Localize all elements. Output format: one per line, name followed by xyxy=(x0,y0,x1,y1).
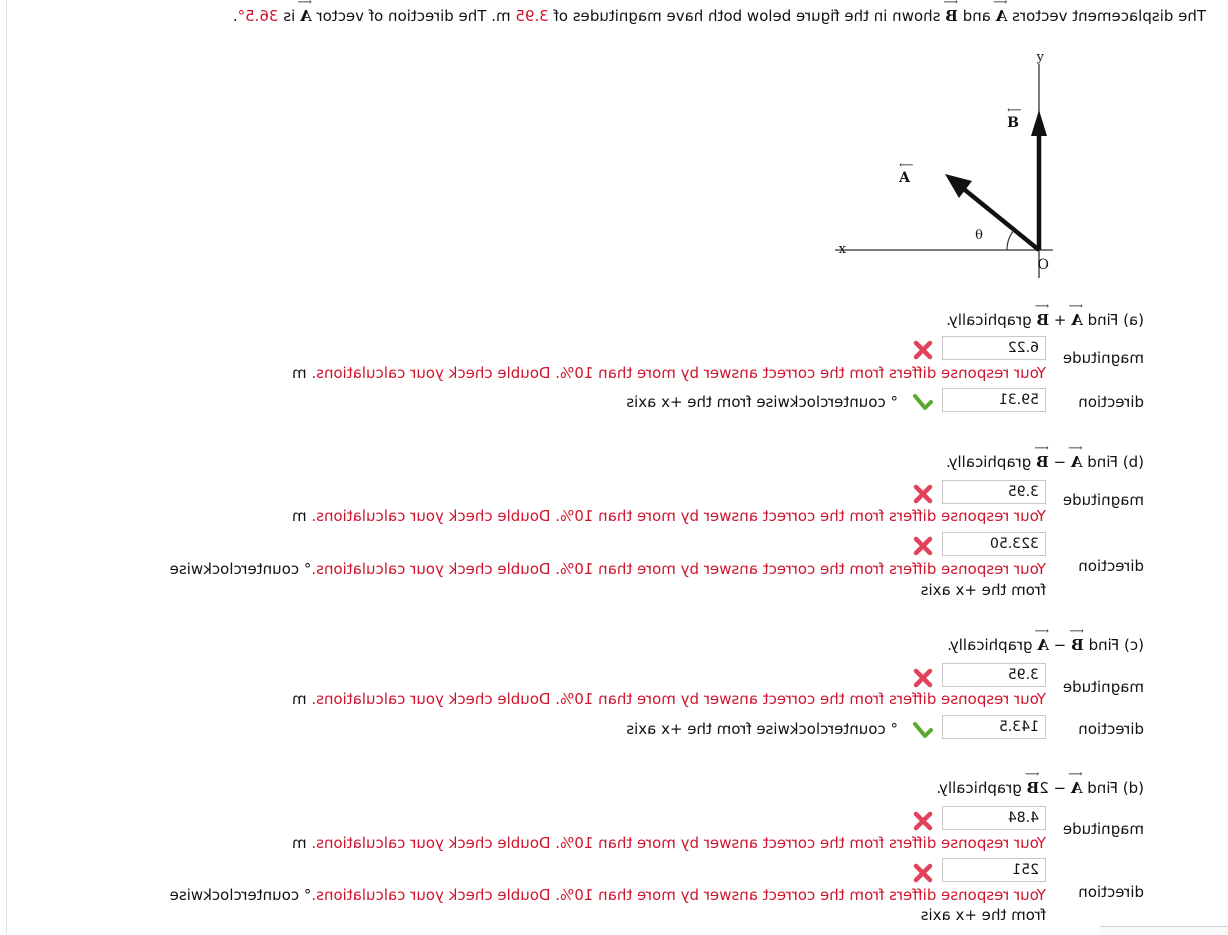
incorrect-x-icon xyxy=(913,811,933,831)
part-c-direction-input[interactable]: 143.5 xyxy=(942,715,1046,739)
vector-b-arrowhead xyxy=(1031,110,1047,136)
incorrect-x-icon xyxy=(913,536,933,556)
part-c-magnitude-feedback: Your response differs from the correct a… xyxy=(291,690,1046,708)
part-b-direction-label: direction xyxy=(1078,557,1144,575)
part-c-question: (c) Find ⟵ B − ⟵ A graphically. xyxy=(947,626,1144,654)
origin-label: O xyxy=(1037,257,1049,273)
part-b-direction-feedback: Your response differs from the correct a… xyxy=(169,560,1046,578)
part-d-magnitude-feedback: Your response differs from the correct a… xyxy=(291,834,1046,852)
vector-figure xyxy=(835,64,1053,278)
theta-arc xyxy=(1006,229,1015,251)
part-d-magnitude-input[interactable]: 4.84 xyxy=(942,806,1046,830)
part-a-magnitude-input[interactable]: 6.22 xyxy=(942,336,1046,360)
correct-check-icon xyxy=(913,394,933,410)
part-a-magnitude-feedback: Your response differs from the correct a… xyxy=(291,364,1046,382)
statement-text-3: shown in the figure below both have magn… xyxy=(548,7,946,25)
part-a-question: (a) Find ⟵ A + ⟵ B graphically. xyxy=(946,301,1144,329)
part-c-magnitude-input[interactable]: 3.95 xyxy=(942,663,1046,687)
part-a-direction-label: direction xyxy=(1078,393,1144,411)
part-b-magnitude-label: magnitude xyxy=(1062,491,1144,509)
y-axis-label: y xyxy=(1036,50,1044,65)
given-direction: 36.5° xyxy=(237,7,279,25)
part-a-direction-input[interactable]: 59.31 xyxy=(942,388,1046,412)
part-b-magnitude-input[interactable]: 3.95 xyxy=(942,480,1046,504)
content-left-border xyxy=(6,0,7,934)
given-magnitude: 3.95 xyxy=(515,7,549,25)
figure-vector-a-label: ⟵ A xyxy=(899,160,914,186)
vector-a-arrowhead xyxy=(945,174,972,198)
part-d-direction-feedback: Your response differs from the correct a… xyxy=(169,886,1046,904)
statement-text-5: is xyxy=(278,7,301,25)
part-d-question: (d) Find ⟵ A − 2 ⟵ B graphically. xyxy=(936,769,1144,797)
statement-text-4: m. The direction of vector xyxy=(311,7,516,25)
part-a-magnitude-label: magnitude xyxy=(1062,349,1144,367)
vector-a-symbol: ⟵ A xyxy=(992,0,1008,25)
part-c-direction-unit: ° counterclockwise from the +x axis xyxy=(626,720,898,738)
part-c-magnitude-label: magnitude xyxy=(1062,678,1144,696)
statement-text-2: and xyxy=(957,7,996,25)
vector-b-symbol: ⟵ B xyxy=(943,0,958,25)
bottom-panel-edge xyxy=(1100,926,1228,935)
part-c-direction-label: direction xyxy=(1078,720,1144,738)
part-d-direction-input[interactable]: 251 xyxy=(942,858,1046,882)
part-d-direction-label: direction xyxy=(1078,883,1144,901)
incorrect-x-icon xyxy=(913,340,933,360)
incorrect-x-icon xyxy=(913,484,933,504)
part-b-question: (b) Find ⟵ A − ⟵ B graphically. xyxy=(945,443,1144,471)
part-d-magnitude-label: magnitude xyxy=(1062,820,1144,838)
part-a-direction-unit: ° counterclockwise from the +x axis xyxy=(626,393,898,411)
statement-text-6: . xyxy=(232,7,238,25)
vector-a-symbol-2: ⟵ A xyxy=(297,0,312,25)
part-b-magnitude-feedback: Your response differs from the correct a… xyxy=(291,507,1046,525)
statement-text-1: The displacement vectors xyxy=(1007,7,1206,25)
part-b-direction-input[interactable]: 323.50 xyxy=(942,532,1046,556)
theta-label: θ xyxy=(975,228,983,243)
incorrect-x-icon xyxy=(913,863,933,883)
figure-vector-b-label: ⟵ B xyxy=(1007,105,1022,131)
x-axis-label: x xyxy=(838,242,846,257)
problem-statement: The displacement vectors ⟵ A and ⟵ B shown… xyxy=(232,0,1206,25)
incorrect-x-icon xyxy=(913,668,933,688)
correct-check-icon xyxy=(913,722,933,738)
vector-a-arrow xyxy=(963,188,1041,252)
part-d-direction-unit-2: from the +x axis xyxy=(920,906,1046,924)
part-b-direction-unit-2: from the +x axis xyxy=(920,581,1046,599)
